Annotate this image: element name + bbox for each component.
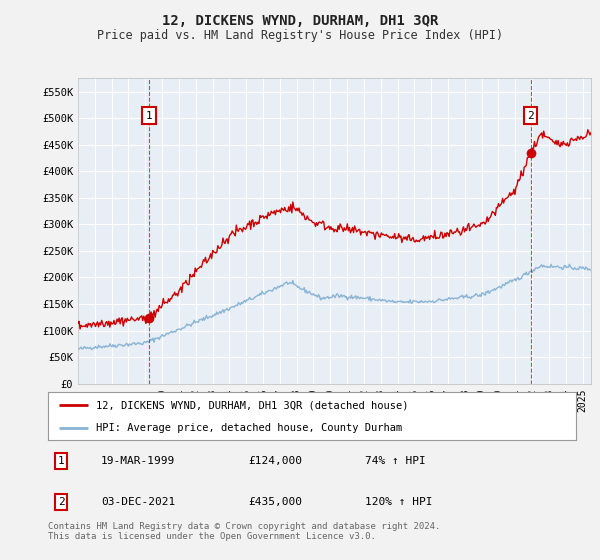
Text: 2: 2: [527, 110, 534, 120]
Text: 1: 1: [58, 456, 65, 466]
Text: £435,000: £435,000: [248, 497, 302, 507]
Text: 12, DICKENS WYND, DURHAM, DH1 3QR (detached house): 12, DICKENS WYND, DURHAM, DH1 3QR (detac…: [95, 400, 408, 410]
Text: 1: 1: [145, 110, 152, 120]
Text: 120% ↑ HPI: 120% ↑ HPI: [365, 497, 432, 507]
Text: Price paid vs. HM Land Registry's House Price Index (HPI): Price paid vs. HM Land Registry's House …: [97, 29, 503, 42]
Text: £124,000: £124,000: [248, 456, 302, 466]
Text: HPI: Average price, detached house, County Durham: HPI: Average price, detached house, Coun…: [95, 423, 402, 433]
Text: Contains HM Land Registry data © Crown copyright and database right 2024.
This d: Contains HM Land Registry data © Crown c…: [48, 522, 440, 542]
Text: 19-MAR-1999: 19-MAR-1999: [101, 456, 175, 466]
Text: 12, DICKENS WYND, DURHAM, DH1 3QR: 12, DICKENS WYND, DURHAM, DH1 3QR: [162, 14, 438, 28]
Text: 2: 2: [58, 497, 65, 507]
Text: 74% ↑ HPI: 74% ↑ HPI: [365, 456, 425, 466]
Text: 03-DEC-2021: 03-DEC-2021: [101, 497, 175, 507]
